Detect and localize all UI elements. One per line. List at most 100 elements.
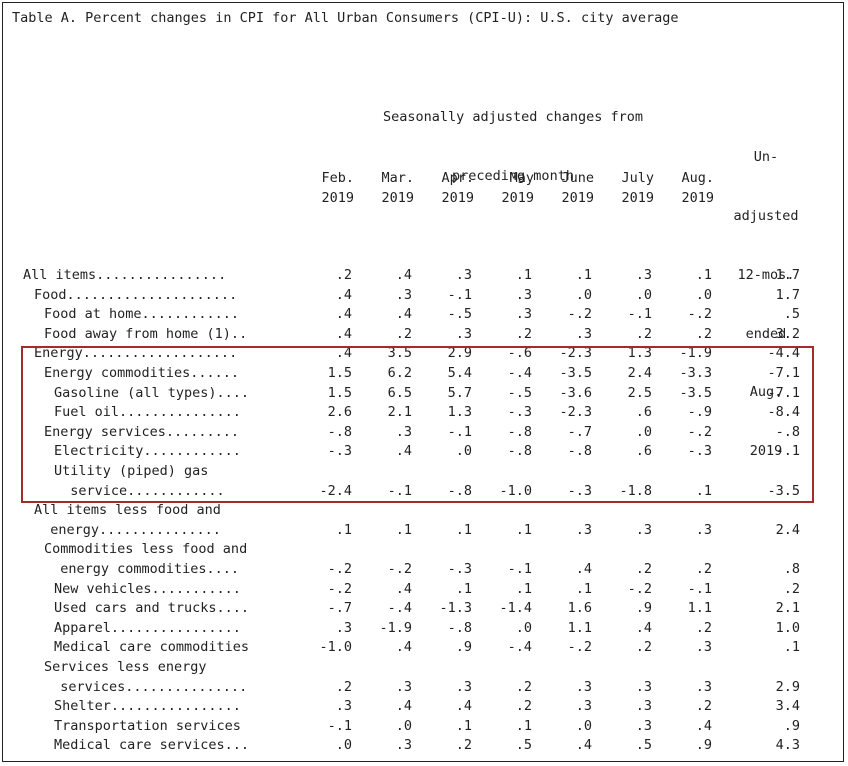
row-value: .2 <box>515 698 532 715</box>
row-value: -.9 <box>687 404 712 421</box>
row-value: .2 <box>515 678 532 695</box>
row-value: -.1 <box>627 306 652 323</box>
row-label: Electricity............ <box>54 443 241 460</box>
unadjusted-header-line: 12-mos. <box>737 266 795 283</box>
energy-highlight-box <box>21 346 814 503</box>
row-value: 1.5 <box>327 384 352 401</box>
row-value: .9 <box>455 639 472 656</box>
row-value: .4 <box>575 561 592 577</box>
row-value: 6.2 <box>387 365 412 381</box>
row-value: -.7 <box>327 600 352 617</box>
row-value: .5 <box>515 737 532 754</box>
row-value: -.4 <box>507 639 532 656</box>
row-value: -3.5 <box>559 365 592 381</box>
row-value: -3.5 <box>679 384 712 401</box>
row-value: .2 <box>455 737 472 754</box>
row-label: service............ <box>54 482 225 499</box>
row-value: -.2 <box>387 561 412 577</box>
row-value: .2 <box>695 619 712 636</box>
row-value: .4 <box>335 306 352 323</box>
row-value: .2 <box>783 580 800 597</box>
row-value: .4 <box>395 267 412 283</box>
row-value: .2 <box>335 267 352 283</box>
row-value: .1 <box>515 717 532 734</box>
column-year: 2019 <box>441 189 474 206</box>
row-value: .1 <box>695 267 712 283</box>
row-value: -.2 <box>687 423 712 440</box>
row-value: -4.4 <box>767 345 800 362</box>
row-value: .1 <box>455 717 472 734</box>
row-value: .1 <box>575 580 592 597</box>
row-value: .1 <box>515 580 532 597</box>
row-value: .0 <box>635 423 652 440</box>
row-value: -2.3 <box>559 345 592 362</box>
row-value: .3 <box>455 678 472 695</box>
row-value: -1.9 <box>679 345 712 362</box>
row-value: -.2 <box>687 306 712 323</box>
column-year: 2019 <box>501 189 534 206</box>
row-value: -.1 <box>507 561 532 577</box>
row-value: .2 <box>335 678 352 695</box>
row-value: .3 <box>695 639 712 656</box>
row-value: 3.4 <box>775 698 800 715</box>
row-value: 1.3 <box>447 404 472 421</box>
row-value: .3 <box>635 521 652 538</box>
row-value: .3 <box>455 325 472 342</box>
row-value: 1.6 <box>567 600 592 617</box>
row-value: 3.5 <box>387 345 412 362</box>
row-value: -.5 <box>447 306 472 323</box>
row-value: 2.6 <box>327 404 352 421</box>
row-value: .2 <box>635 325 652 342</box>
column-header: Aug. 2019 <box>654 169 714 208</box>
row-label: Energy commodities...... <box>44 365 240 381</box>
row-value: .1 <box>455 521 472 538</box>
column-year: 2019 <box>621 189 654 206</box>
row-value: .0 <box>635 286 652 303</box>
row-label: Transportation services <box>54 717 241 734</box>
row-value: 5.7 <box>447 384 472 401</box>
unadjusted-header-line: ended <box>745 325 787 342</box>
row-value: -.3 <box>327 443 352 460</box>
row-value: -7.1 <box>767 384 800 401</box>
row-value: .6 <box>635 443 652 460</box>
row-value: .1 <box>783 639 800 656</box>
row-value: -.2 <box>327 561 352 577</box>
row-value: -.2 <box>627 580 652 597</box>
row-value: 2.4 <box>775 521 800 538</box>
column-month: Aug. <box>681 170 714 186</box>
row-value: .0 <box>335 737 352 754</box>
row-value: .4 <box>635 619 652 636</box>
row-value: -.1 <box>775 443 800 460</box>
row-value: .1 <box>575 267 592 283</box>
row-value: .3 <box>695 678 712 695</box>
row-value: 5.4 <box>447 365 472 381</box>
row-value: .2 <box>695 561 712 577</box>
row-label: Food..................... <box>34 286 238 303</box>
row-label: Gasoline (all types).... <box>54 384 250 401</box>
column-header: July 2019 <box>594 169 654 208</box>
row-value: -.8 <box>567 443 592 460</box>
row-value: -.2 <box>567 306 592 323</box>
row-value: .3 <box>575 678 592 695</box>
row-value: -.1 <box>327 717 352 734</box>
row-value: 2.1 <box>775 600 800 617</box>
row-label: Commodities less food and <box>44 541 248 558</box>
row-value: -1.0 <box>499 482 532 499</box>
row-value: .1 <box>515 521 532 538</box>
row-value: -1.0 <box>319 639 352 656</box>
column-header: Feb. 2019 <box>294 169 354 208</box>
row-value: 1.0 <box>775 619 800 636</box>
row-value: 2.5 <box>627 384 652 401</box>
row-value: -.1 <box>387 482 412 499</box>
row-value: 3.2 <box>775 325 800 342</box>
row-label: energy............... <box>34 521 221 538</box>
row-value: -.8 <box>507 443 532 460</box>
row-value: -.8 <box>327 423 352 440</box>
row-value: -.3 <box>687 443 712 460</box>
row-value: .0 <box>455 443 472 460</box>
row-value: 1.1 <box>687 600 712 617</box>
column-month: May <box>509 170 534 186</box>
row-value: .4 <box>335 345 352 362</box>
seasonal-header-line: Seasonally adjusted changes from <box>382 109 644 126</box>
